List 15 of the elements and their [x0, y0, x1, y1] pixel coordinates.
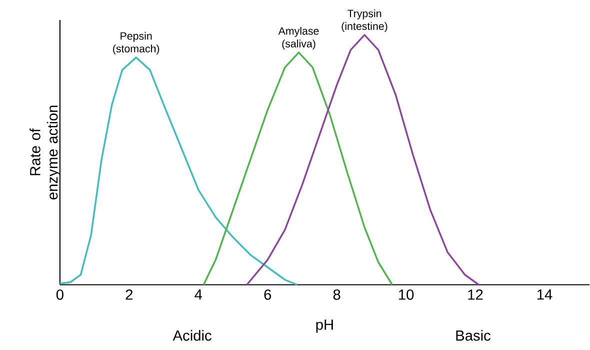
y-axis-title: Rate of enzyme action	[30, 106, 61, 200]
series-label: Amylase (saliva)	[278, 27, 319, 50]
text: Acidic	[172, 330, 212, 341]
x-tick-label: 14	[537, 290, 552, 300]
x-tick-label: 10	[399, 290, 414, 300]
x-tick-label: 6	[264, 290, 272, 300]
x-tick-label: 2	[126, 290, 133, 300]
series-label: Pepsin (stomach)	[113, 32, 160, 55]
x-axis-title: pH	[316, 320, 333, 333]
x-tick-label: 8	[333, 290, 340, 300]
x-tick-label: 12	[468, 290, 483, 300]
series-label: Trypsin (intestine)	[342, 10, 388, 32]
text: Basic	[456, 330, 490, 341]
x-tick-label: 0	[56, 290, 64, 300]
x-tick-label: 4	[194, 290, 202, 300]
